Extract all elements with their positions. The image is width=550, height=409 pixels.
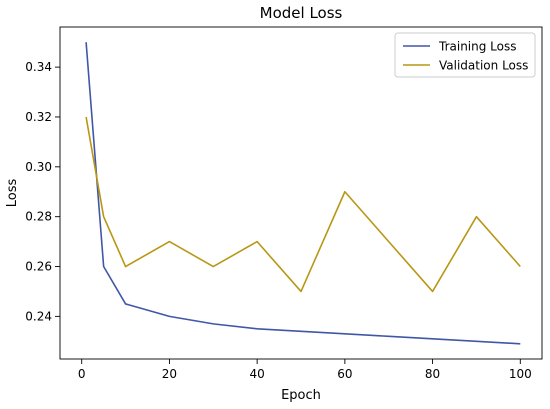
x-tick-label: 60	[337, 367, 352, 381]
legend-label: Training Loss	[438, 40, 516, 54]
y-tick-label: 0.30	[25, 160, 52, 174]
y-tick-label: 0.28	[25, 210, 52, 224]
series-line-validation-loss	[86, 117, 520, 291]
legend: Training Loss Validation Loss	[395, 33, 535, 77]
y-tick-label: 0.24	[25, 309, 52, 323]
y-tick-label: 0.32	[25, 110, 52, 124]
series-lines	[86, 42, 520, 344]
x-axis-label: Epoch	[281, 388, 321, 403]
x-tick-label: 0	[78, 367, 86, 381]
x-tick-label: 80	[425, 367, 440, 381]
chart-title: Model Loss	[260, 4, 343, 22]
series-line-training-loss	[86, 42, 520, 344]
x-tick-label: 40	[250, 367, 265, 381]
axes: 0 20 40 60 80 100 0.24 0.26 0.28 0.30 0.32 0.34	[25, 27, 542, 381]
y-tick-label: 0.26	[25, 260, 52, 274]
x-tick-label: 20	[162, 367, 177, 381]
x-tick-label: 100	[509, 367, 532, 381]
y-tick-label: 0.34	[25, 60, 52, 74]
legend-label: Validation Loss	[439, 59, 528, 73]
y-axis-label: Loss	[5, 179, 20, 208]
